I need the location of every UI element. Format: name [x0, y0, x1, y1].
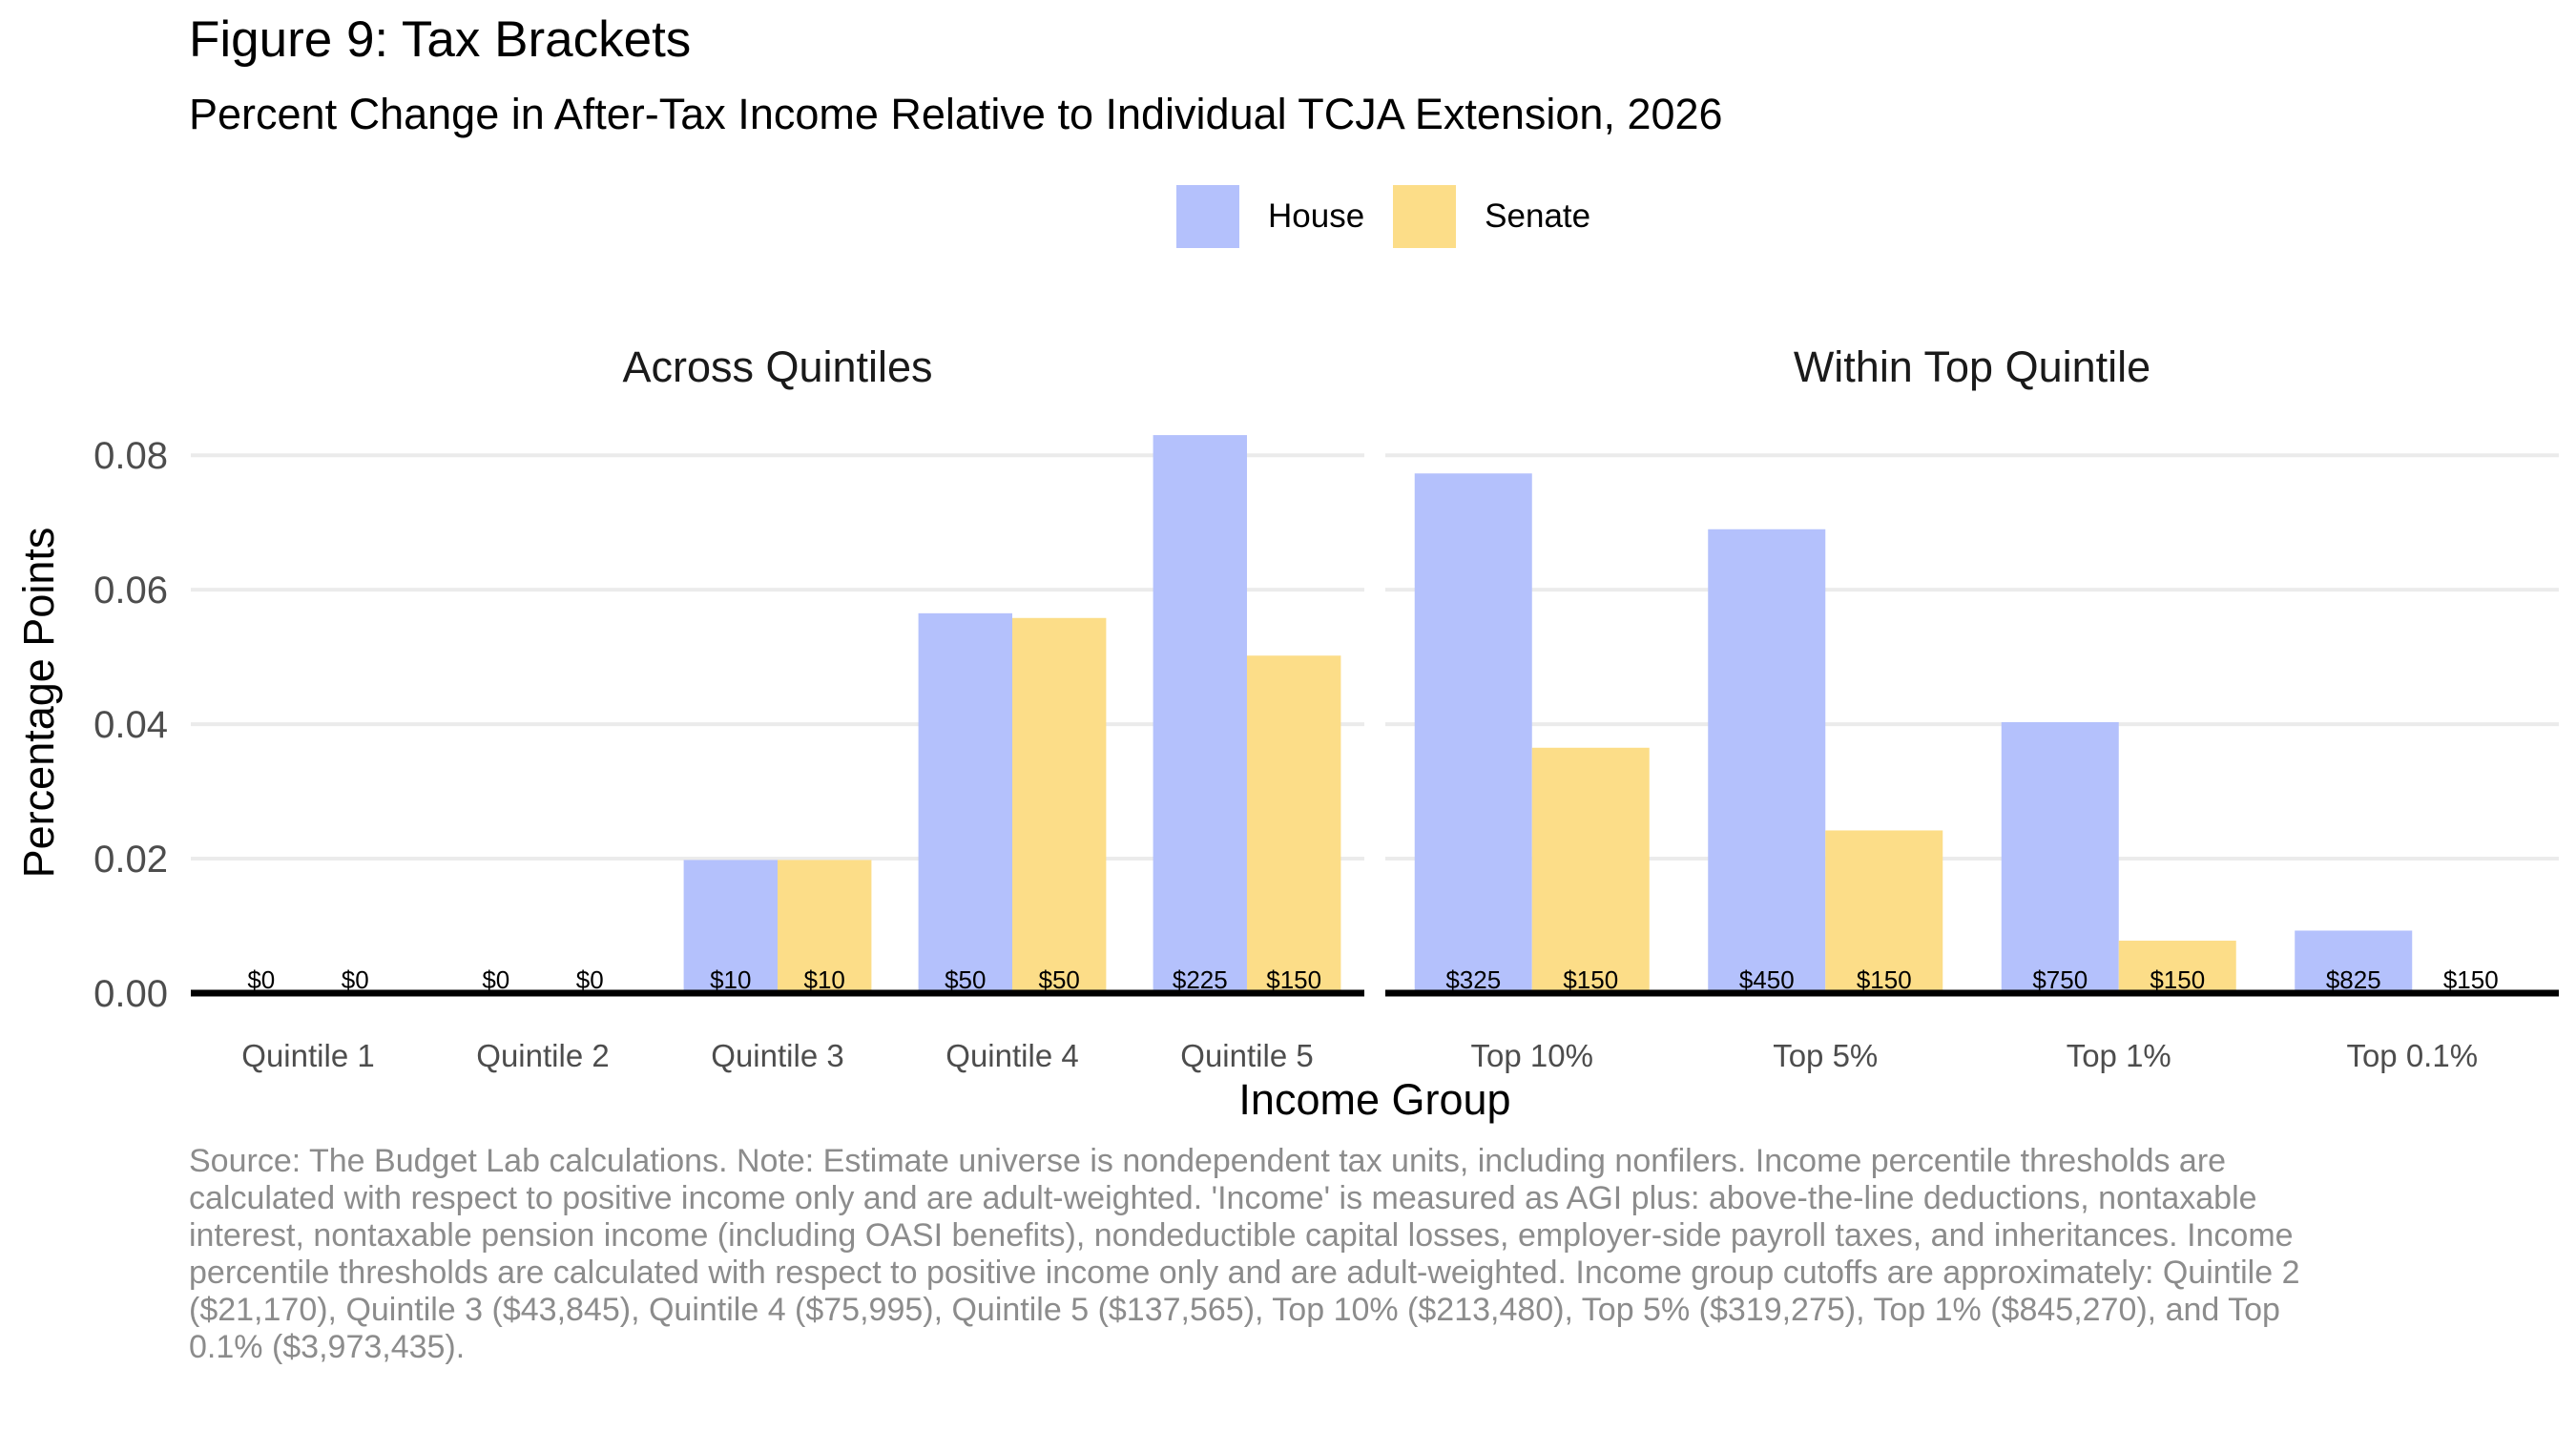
data-label-house-1-3: $825	[2326, 965, 2381, 994]
chart-title: Figure 9: Tax Brackets	[189, 11, 692, 68]
data-label-senate-1-1: $150	[1857, 965, 1912, 994]
x-tick-label-0-0: Quintile 1	[241, 1038, 374, 1073]
y-tick-label-4: 0.08	[93, 435, 168, 477]
legend-label-senate: Senate	[1485, 197, 1591, 235]
x-tick-label-1-1: Top 5%	[1773, 1038, 1878, 1073]
bar-house-0-4	[1153, 435, 1247, 993]
data-label-senate-0-1: $0	[576, 965, 604, 994]
x-tick-label-0-1: Quintile 2	[476, 1038, 609, 1073]
bar-house-1-0	[1414, 473, 1532, 994]
bar-house-1-1	[1708, 529, 1826, 993]
data-label-house-0-0: $0	[247, 965, 275, 994]
legend: House Senate	[1176, 184, 1619, 249]
bar-house-0-3	[918, 612, 1012, 993]
legend-label-house: House	[1268, 197, 1365, 235]
bar-senate-1-2	[2118, 941, 2236, 993]
legend-swatch-house	[1176, 185, 1239, 248]
data-label-house-1-1: $450	[1739, 965, 1795, 994]
data-label-senate-1-2: $150	[2150, 965, 2205, 994]
bar-senate-0-4	[1247, 655, 1341, 993]
data-label-house-0-3: $50	[945, 965, 986, 994]
x-tick-label-0-2: Quintile 3	[711, 1038, 843, 1073]
data-label-senate-0-2: $10	[804, 965, 845, 994]
bar-senate-1-0	[1531, 747, 1650, 993]
legend-item-house: House	[1176, 185, 1364, 248]
x-tick-label-0-3: Quintile 4	[945, 1038, 1078, 1073]
legend-swatch-senate	[1393, 185, 1457, 248]
bar-house-1-3	[2295, 930, 2413, 993]
bar-chart: 0.00 0.02 0.04 0.06 0.08 Percentage Points Inc…	[14, 342, 2559, 1124]
x-tick-label-1-2: Top 1%	[2067, 1038, 2171, 1073]
bar-senate-0-3	[1012, 617, 1107, 993]
data-label-house-0-1: $0	[482, 965, 509, 994]
data-label-senate-1-0: $150	[1563, 965, 1618, 994]
y-tick-label-2: 0.04	[93, 704, 168, 746]
data-label-senate-0-0: $0	[342, 965, 369, 994]
bar-senate-0-2	[778, 860, 872, 993]
legend-item-senate: Senate	[1393, 185, 1590, 248]
data-label-house-0-4: $225	[1173, 965, 1228, 994]
y-axis-title: Percentage Points	[14, 528, 63, 879]
data-label-senate-1-3: $150	[2443, 965, 2499, 994]
bar-house-1-2	[2001, 722, 2119, 993]
bar-house-0-2	[683, 860, 778, 993]
data-label-house-0-2: $10	[710, 965, 751, 994]
data-label-senate-0-3: $50	[1039, 965, 1080, 994]
x-axis-title: Income Group	[1238, 1075, 1510, 1124]
data-label-senate-0-4: $150	[1266, 965, 1321, 994]
panel-title-1: Within Top Quintile	[1794, 342, 2150, 391]
y-tick-label-1: 0.02	[93, 839, 168, 881]
data-label-house-1-0: $325	[1445, 965, 1501, 994]
panel-title-0: Across Quintiles	[622, 342, 932, 391]
y-tick-label-0: 0.00	[93, 973, 168, 1015]
y-tick-label-3: 0.06	[93, 570, 168, 612]
x-tick-label-1-3: Top 0.1%	[2346, 1038, 2478, 1073]
bar-senate-1-1	[1825, 830, 1943, 993]
x-tick-label-0-4: Quintile 5	[1180, 1038, 1313, 1073]
data-label-house-1-2: $750	[2032, 965, 2088, 994]
chart-subtitle: Percent Change in After-Tax Income Relat…	[189, 90, 1723, 138]
source-note: Source: The Budget Lab calculations. Not…	[189, 1143, 2300, 1365]
x-tick-label-1-0: Top 10%	[1471, 1038, 1593, 1073]
